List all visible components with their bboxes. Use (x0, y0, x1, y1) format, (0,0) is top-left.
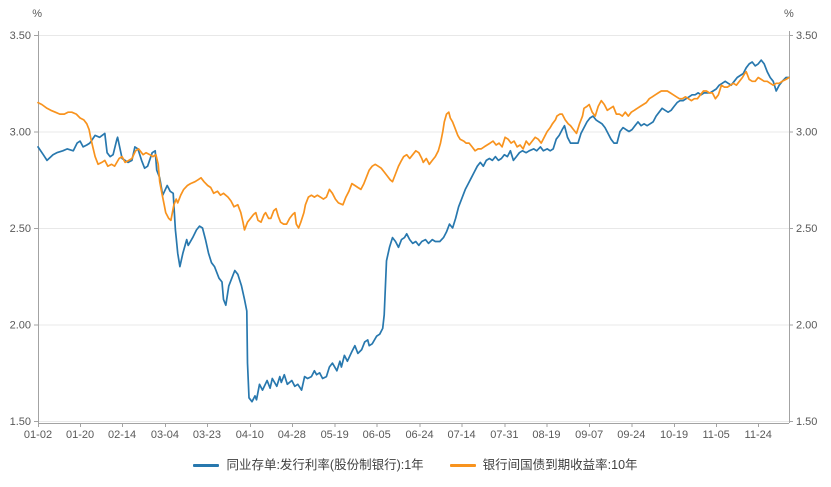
y-axis-tick-label-left: 2.00 (10, 320, 31, 332)
x-axis-tick-label: 09-07 (575, 429, 603, 441)
legend-label-ncd-rate: 同业存单:发行利率(股份制银行):1年 (226, 458, 424, 472)
series-line-treasury-yield (37, 70, 790, 231)
y-axis-tick-label-right: 3.50 (796, 30, 817, 42)
y-axis-tick-label-right: 3.00 (796, 127, 817, 139)
y-axis-tick-label-left: 1.50 (10, 416, 31, 428)
y-axis-tick-label-left: 3.00 (10, 127, 31, 139)
x-axis-tick-label: 09-24 (617, 429, 645, 441)
y-axis-tick-label-right: 2.00 (796, 320, 817, 332)
x-axis-tick-label: 01-20 (66, 429, 94, 441)
y-axis-unit-left: % (32, 8, 42, 20)
x-axis-tick-label: 01-02 (24, 429, 52, 441)
series-line-ncd-rate (37, 59, 790, 403)
y-axis-tick-label-left: 3.50 (10, 30, 31, 42)
x-axis-tick-label: 03-04 (151, 429, 179, 441)
x-axis-tick-label: 10-19 (660, 429, 688, 441)
x-axis-tick-label: 07-14 (447, 429, 475, 441)
y-axis-tick-label-right: 2.50 (796, 223, 817, 235)
x-axis-tick-label: 04-10 (236, 429, 264, 441)
y-axis-tick-label-right: 1.50 (796, 416, 817, 428)
legend-line-swatch-blue (193, 463, 220, 467)
x-axis-tick-label: 06-24 (405, 429, 433, 441)
x-axis-tick-label: 11-05 (702, 429, 729, 441)
legend-item-ncd-rate[interactable]: 同业存单:发行利率(股份制银行):1年 (193, 458, 424, 472)
x-axis-tick-label: 08-19 (532, 429, 560, 441)
x-axis-tick-label: 07-31 (490, 429, 518, 441)
y-axis-tick-label-left: 2.50 (10, 223, 31, 235)
legend-item-treasury-yield[interactable]: 银行间国债到期收益率:10年 (449, 458, 638, 472)
x-axis-tick-label: 06-05 (363, 429, 391, 441)
x-axis-tick-label: 11-24 (745, 429, 772, 441)
legend-label-treasury-yield: 银行间国债到期收益率:10年 (482, 458, 638, 472)
x-axis-tick-label: 02-14 (108, 429, 136, 441)
x-axis-tick-label: 05-19 (321, 429, 349, 441)
chart-legend: 同业存单:发行利率(股份制银行):1年 银行间国债到期收益率:10年 (0, 459, 831, 472)
y-axis-unit-right: % (784, 8, 794, 20)
x-axis-tick-label: 04-28 (278, 429, 306, 441)
legend-line-swatch-orange (449, 463, 476, 467)
x-axis-tick-label: 03-23 (193, 429, 221, 441)
